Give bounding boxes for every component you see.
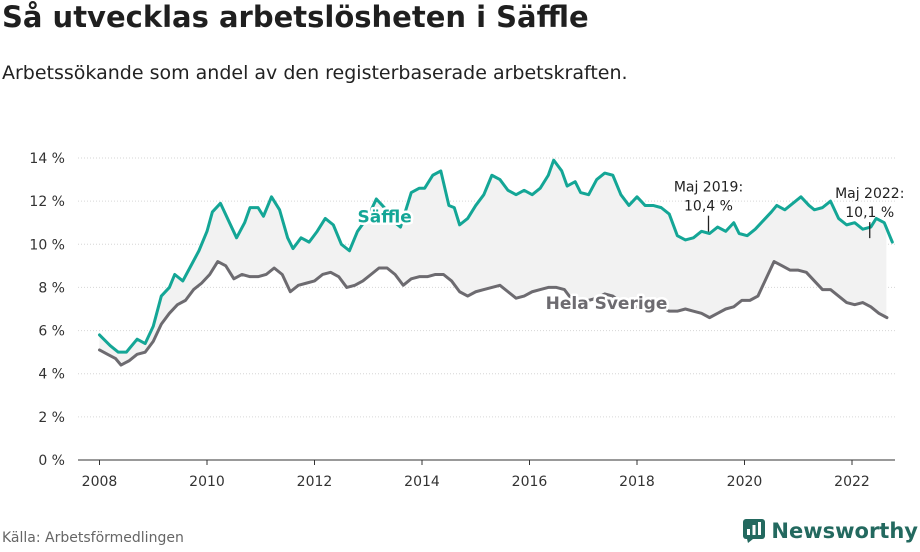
x-tick-label: 2008 <box>82 474 118 490</box>
y-tick-label: 8 % <box>38 280 65 296</box>
y-tick-label: 2 % <box>38 410 65 426</box>
x-tick-label: 2012 <box>297 474 333 490</box>
y-tick-label: 0 % <box>38 453 65 469</box>
series-label-0: Säffle <box>358 208 412 228</box>
x-tick-label: 2020 <box>727 474 763 490</box>
brand-logo: Newsworthy <box>743 519 918 543</box>
annotation-label: Maj 2019: <box>674 180 743 196</box>
x-tick-label: 2018 <box>619 474 655 490</box>
chart-subtitle: Arbetssökande som andel av den registerb… <box>2 62 628 84</box>
annotation-value: 10,4 % <box>684 199 733 215</box>
y-tick-label: 10 % <box>29 237 65 253</box>
series-lines <box>98 158 894 367</box>
gap-band <box>99 160 887 366</box>
x-tick-label: 2010 <box>189 474 225 490</box>
series-labels: Säffle Hela Sverige <box>355 205 670 316</box>
series-label-1: Hela Sverige <box>546 294 668 314</box>
axes: 0 % 2 % 4 % 6 % 8 % 10 % 12 % 14 % 2008 2010 2012 2… <box>29 151 895 490</box>
annotation-value: 10,1 % <box>845 205 894 221</box>
series-line-0 <box>98 158 894 354</box>
series-line-1 <box>98 260 889 367</box>
brand-name: Newsworthy <box>771 519 918 543</box>
x-tick-label: 2016 <box>512 474 548 490</box>
y-tick-label: 12 % <box>29 194 65 210</box>
annotations: Maj 2019: 10,4 % Maj 2022: 10,1 % <box>674 180 904 239</box>
annotation-label: Maj 2022: <box>835 186 904 202</box>
newsworthy-logo-icon <box>743 519 766 543</box>
x-tick-label: 2022 <box>834 474 870 490</box>
gap-fill <box>99 160 887 366</box>
source-text: Källa: Arbetsförmedlingen <box>2 530 184 546</box>
y-tick-label: 14 % <box>29 151 65 167</box>
y-tick-label: 4 % <box>38 367 65 383</box>
y-tick-label: 6 % <box>38 324 65 340</box>
x-tick-label: 2014 <box>404 474 440 490</box>
chart-title: Så utvecklas arbetslösheten i Säffle <box>2 0 589 34</box>
